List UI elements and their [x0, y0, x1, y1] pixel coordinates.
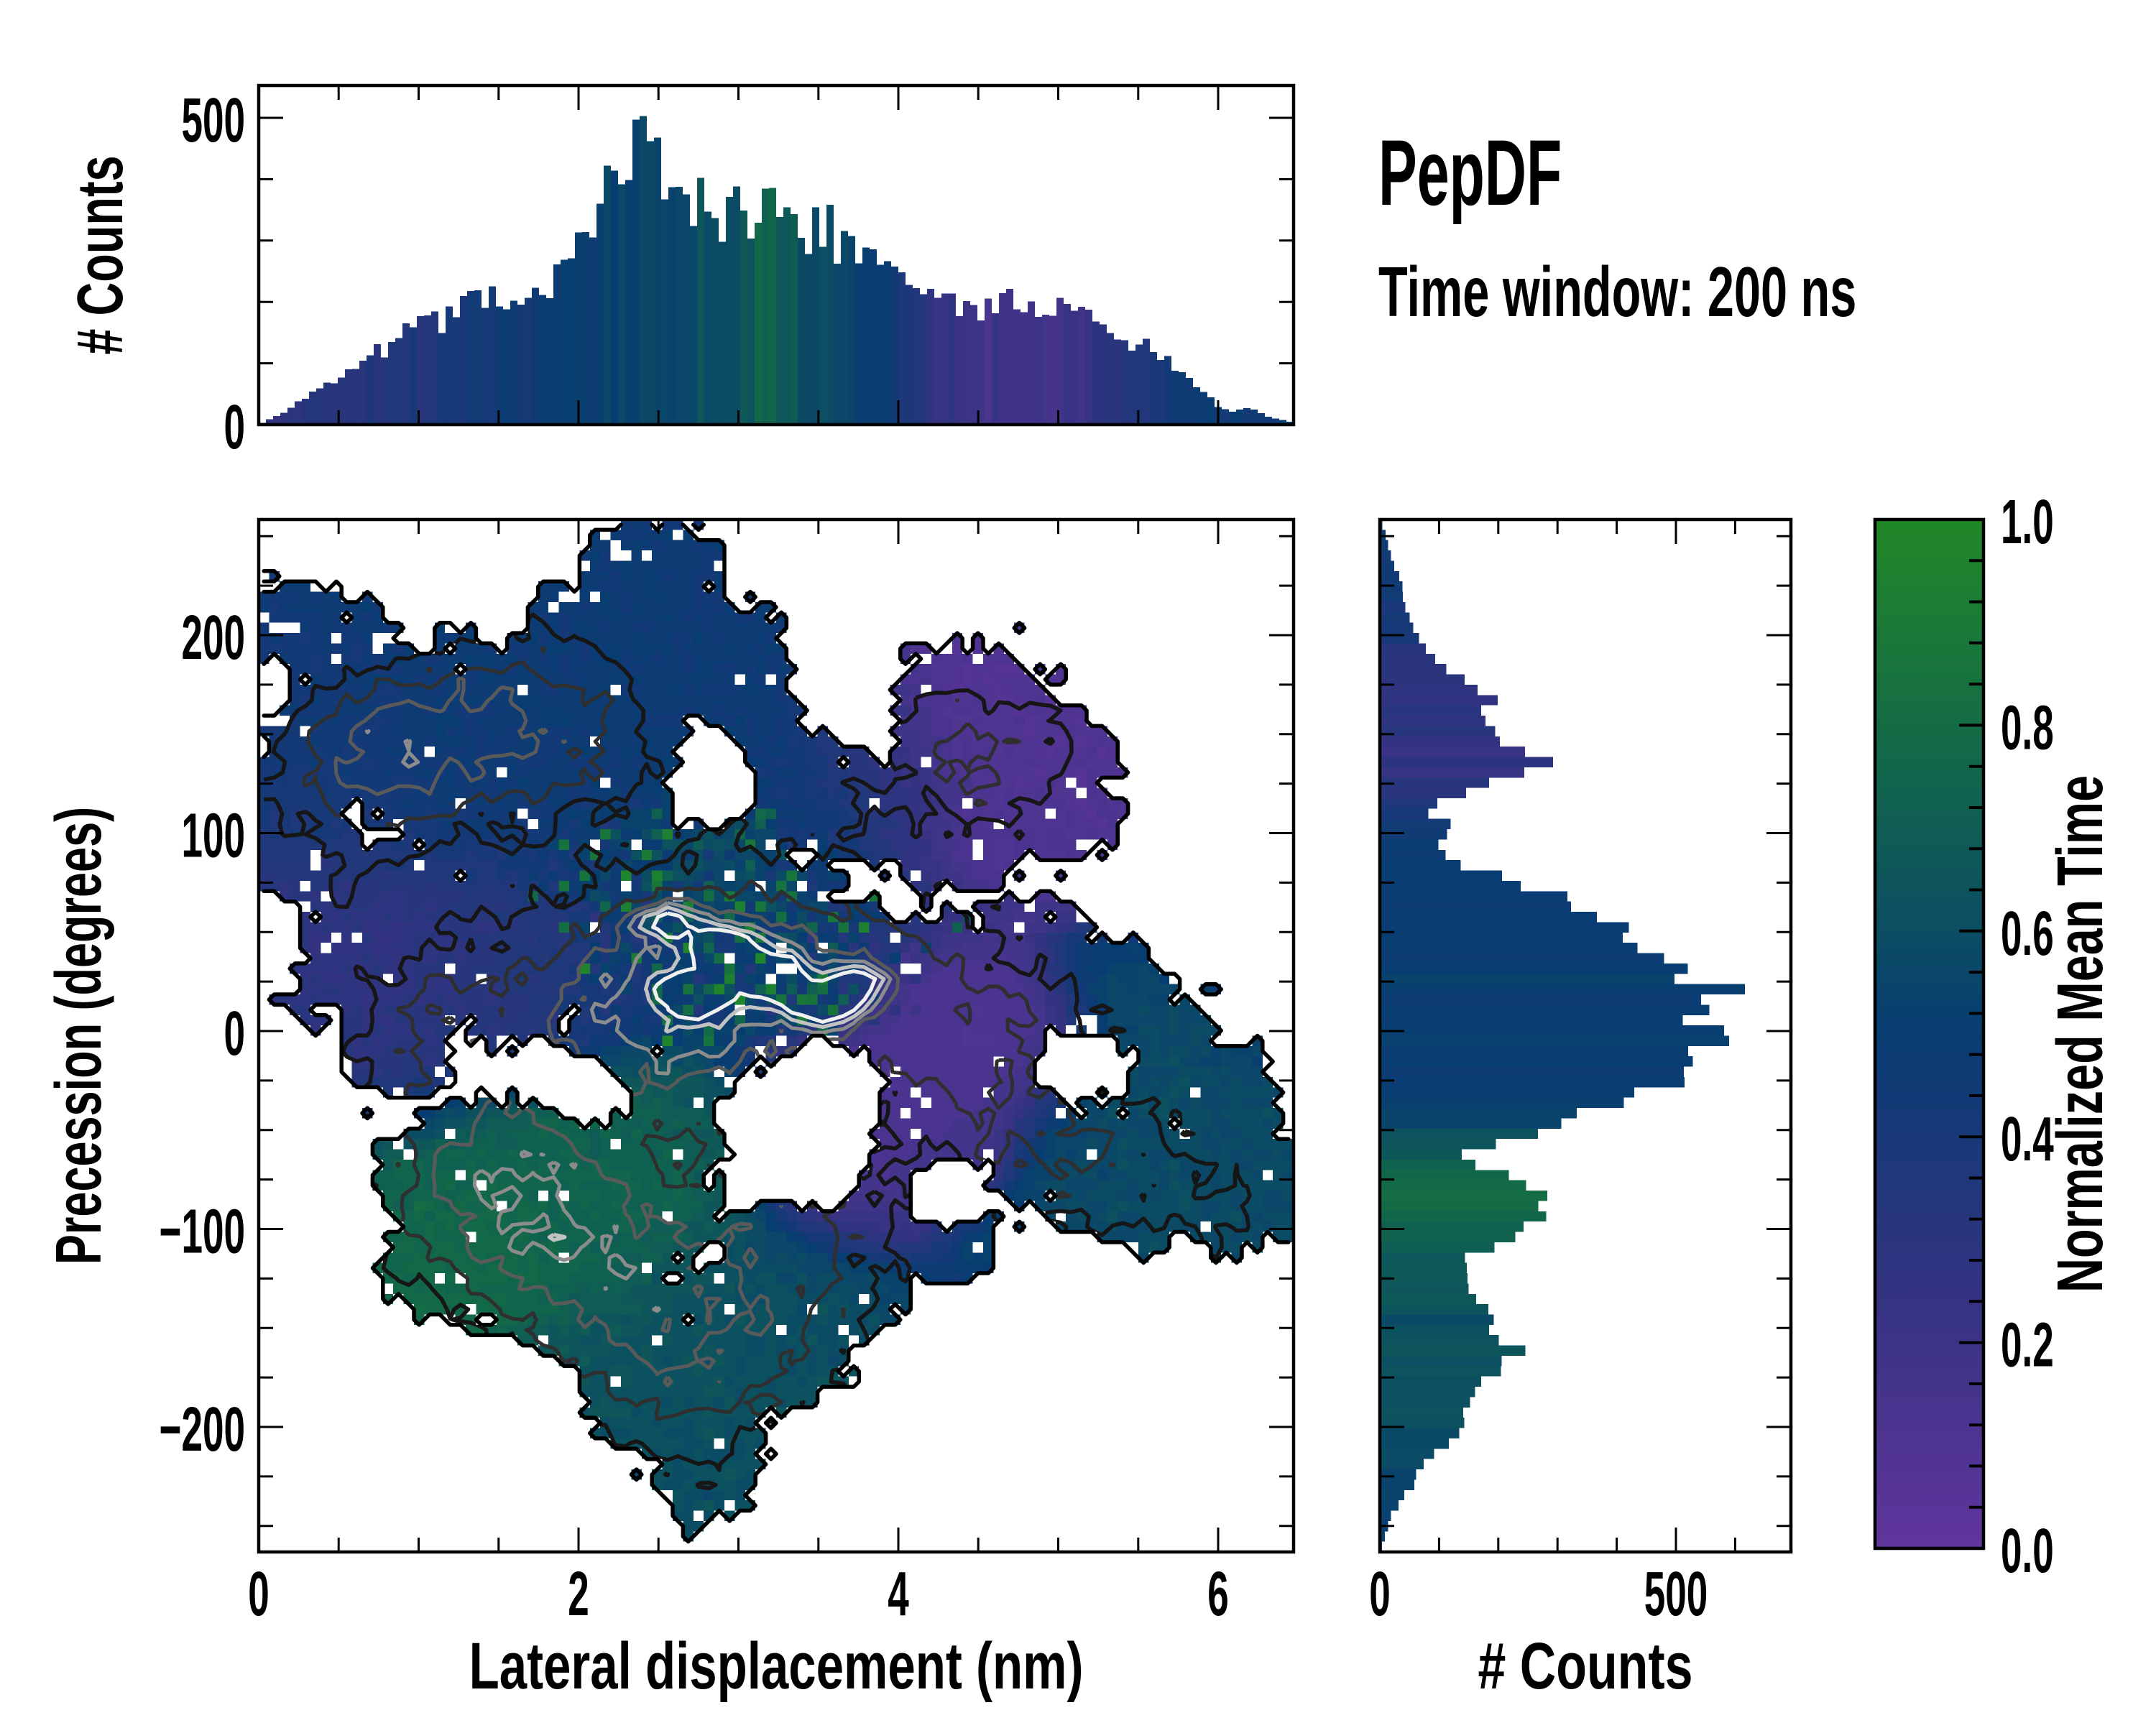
svg-text:PepDF: PepDF: [1378, 120, 1562, 224]
svg-text:−100: −100: [159, 1197, 245, 1267]
svg-text:Lateral displacement (nm): Lateral displacement (nm): [469, 1629, 1084, 1703]
svg-text:100: 100: [181, 801, 245, 871]
svg-text:# Counts: # Counts: [64, 155, 137, 354]
svg-text:500: 500: [1644, 1560, 1708, 1630]
svg-text:500: 500: [181, 86, 245, 156]
svg-text:0.8: 0.8: [2001, 693, 2054, 763]
svg-text:Precession (degrees): Precession (degrees): [43, 807, 115, 1265]
svg-text:0: 0: [224, 999, 245, 1069]
svg-text:0.2: 0.2: [2001, 1311, 2054, 1380]
svg-text:4: 4: [888, 1560, 909, 1630]
svg-text:0: 0: [248, 1560, 270, 1630]
svg-text:0.4: 0.4: [2001, 1105, 2054, 1175]
svg-text:Time window: 200 ns: Time window: 200 ns: [1378, 252, 1856, 331]
svg-text:0.0: 0.0: [2001, 1517, 2054, 1586]
svg-text:0: 0: [224, 393, 245, 463]
svg-text:1.0: 1.0: [2001, 488, 2054, 558]
svg-text:6: 6: [1207, 1560, 1229, 1630]
svg-text:Normalized Mean Time: Normalized Mean Time: [2043, 775, 2116, 1293]
svg-text:−200: −200: [159, 1395, 245, 1465]
svg-text:200: 200: [181, 604, 245, 673]
svg-text:# Counts: # Counts: [1478, 1630, 1692, 1703]
svg-text:0.6: 0.6: [2001, 900, 2054, 969]
svg-text:0: 0: [1369, 1560, 1391, 1630]
svg-text:2: 2: [568, 1560, 589, 1630]
